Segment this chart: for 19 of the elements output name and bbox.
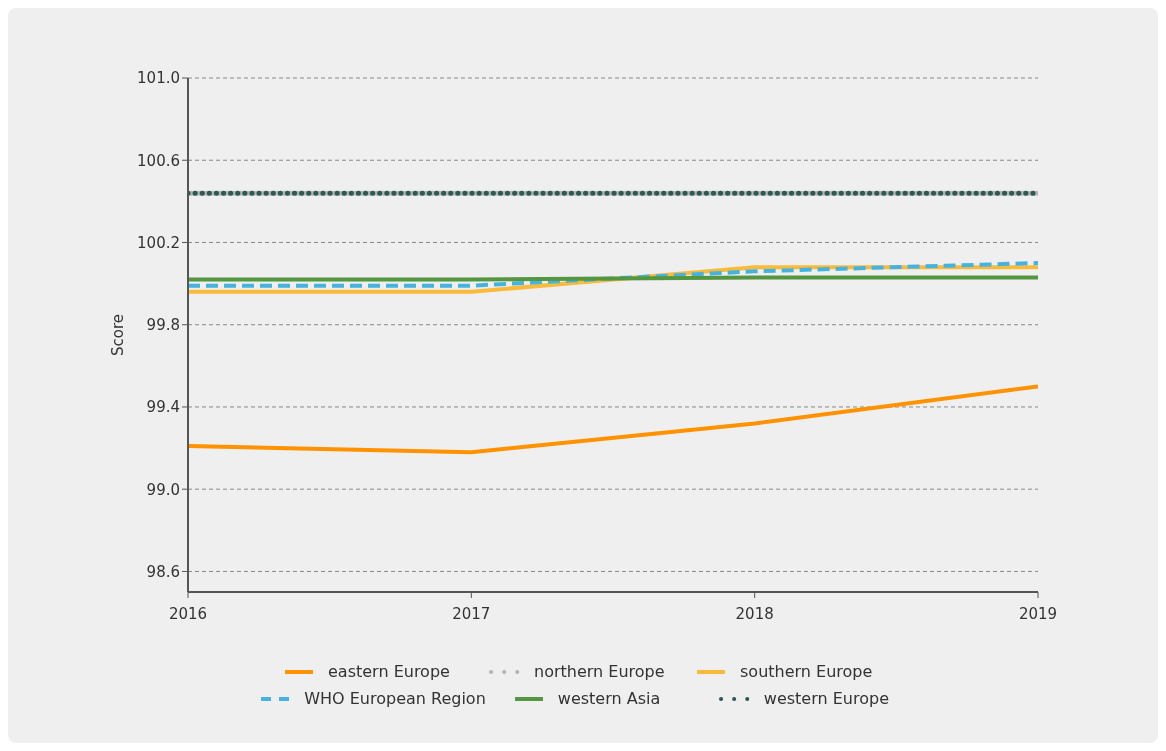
x-tick-label: 2017 — [452, 604, 491, 623]
line-series — [188, 384, 1038, 455]
legend-label: western Europe — [762, 689, 890, 708]
legend-label: eastern Europe — [327, 662, 451, 681]
legend-label: WHO European Region — [303, 689, 486, 708]
y-tick-label: 99.4 — [146, 398, 180, 417]
y-tick-label: 99.8 — [146, 316, 180, 335]
y-tick-label: 100.2 — [137, 233, 180, 252]
legend-label: southern Europe — [739, 662, 874, 681]
y-tick-label: 99.0 — [146, 480, 180, 499]
legend-label: northern Europe — [533, 662, 666, 681]
x-tick-label: 2018 — [735, 604, 774, 623]
y-tick-label: 101.0 — [137, 69, 180, 88]
x-tick-label: 2016 — [168, 604, 208, 623]
y-tick-label: 100.6 — [137, 151, 180, 170]
y-axis-title: Score — [109, 313, 128, 357]
x-tick-label: 2019 — [1018, 604, 1058, 623]
y-tick-label: 98.6 — [146, 562, 180, 581]
legend-label: western Asia — [556, 689, 662, 708]
